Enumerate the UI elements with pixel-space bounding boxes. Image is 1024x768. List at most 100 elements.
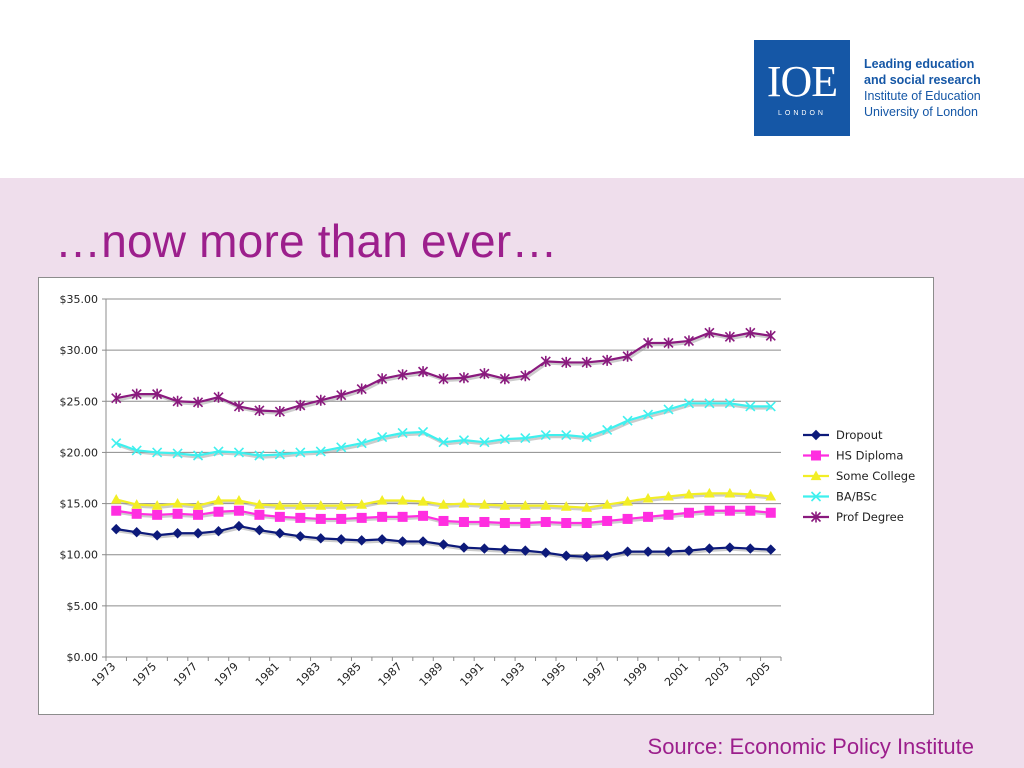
data-point-dropout — [479, 543, 490, 554]
data-point-prof-degree — [520, 370, 531, 382]
data-point-some-college — [438, 499, 449, 509]
data-point-hs-diploma — [622, 513, 633, 524]
data-point-ba-bsc — [458, 435, 470, 446]
x-tick-label: 1979 — [212, 660, 241, 689]
data-point-prof-degree — [704, 327, 715, 339]
data-point-prof-degree — [663, 337, 674, 349]
logo-subtitle: LONDON — [778, 109, 826, 117]
data-point-ba-bsc — [274, 449, 285, 460]
data-point-dropout — [172, 528, 183, 539]
logo-text: Leading education and social research In… — [864, 40, 981, 136]
data-point-prof-degree — [540, 355, 551, 367]
data-point-dropout — [683, 545, 695, 556]
x-tick-label: 1975 — [130, 660, 159, 689]
data-point-prof-degree — [458, 372, 470, 384]
y-tick-label: $25.00 — [60, 395, 99, 408]
data-point-dropout — [111, 523, 122, 535]
data-point-some-college — [601, 499, 613, 509]
data-point-hs-diploma — [131, 508, 142, 519]
data-point-prof-degree — [397, 369, 408, 381]
data-point-prof-degree — [152, 388, 163, 400]
data-point-ba-bsc — [765, 401, 776, 412]
data-point-ba-bsc — [745, 401, 756, 412]
legend-label-dropout: Dropout — [836, 428, 883, 442]
data-point-ba-bsc — [315, 446, 326, 457]
data-point-dropout — [581, 551, 592, 562]
ioe-logo: IOE LONDON Leading education and social … — [754, 40, 984, 136]
data-point-hs-diploma — [602, 515, 613, 526]
legend-marker-prof-degree — [810, 511, 822, 523]
logo-tagline-line1: Leading education — [864, 57, 975, 71]
data-point-ba-bsc — [192, 450, 204, 461]
data-point-prof-degree — [479, 368, 490, 380]
data-point-prof-degree — [765, 330, 776, 342]
data-point-hs-diploma — [561, 518, 572, 529]
data-point-hs-diploma — [683, 507, 694, 518]
data-point-dropout — [151, 530, 163, 541]
data-point-some-college — [581, 502, 593, 512]
data-point-ba-bsc — [356, 438, 367, 449]
x-tick-label: 2003 — [703, 660, 732, 689]
x-tick-label: 1977 — [171, 660, 200, 689]
data-point-dropout — [663, 546, 674, 557]
data-point-ba-bsc — [254, 450, 265, 461]
data-point-ba-bsc — [663, 404, 674, 415]
data-point-hs-diploma — [479, 516, 490, 527]
chart-container: $0.00 $5.00 $10.00 $15.00 $20.00 $25.00 $30.00… — [38, 277, 934, 715]
data-point-ba-bsc — [213, 446, 224, 457]
legend-label-some-college: Some College — [836, 469, 915, 483]
data-point-hs-diploma — [356, 512, 367, 523]
data-point-some-college — [376, 494, 388, 505]
data-point-dropout — [417, 536, 429, 547]
data-point-some-college — [233, 494, 245, 505]
y-tick-label: $0.00 — [67, 651, 99, 664]
data-point-dropout — [458, 542, 470, 553]
data-point-dropout — [397, 536, 408, 547]
data-point-some-college — [642, 492, 654, 503]
data-point-prof-degree — [417, 366, 429, 378]
data-point-ba-bsc — [131, 445, 142, 456]
x-tick-label: 1993 — [498, 660, 527, 689]
data-point-ba-bsc — [602, 424, 613, 435]
data-point-dropout — [274, 528, 286, 539]
data-point-ba-bsc — [172, 448, 183, 459]
data-point-dropout — [192, 528, 204, 539]
data-point-some-college — [663, 490, 674, 501]
data-point-prof-degree — [642, 337, 654, 349]
data-point-hs-diploma — [724, 505, 735, 516]
data-point-dropout — [499, 544, 511, 555]
data-point-some-college — [724, 487, 736, 498]
data-point-hs-diploma — [295, 512, 306, 523]
data-point-prof-degree — [295, 399, 306, 411]
data-point-hs-diploma — [274, 511, 285, 522]
data-point-dropout — [520, 545, 531, 556]
legend-label-ba-bsc: BA/BSc — [836, 490, 877, 504]
data-point-some-college — [683, 488, 695, 499]
data-point-dropout — [704, 543, 715, 554]
y-tick-label: $35.00 — [60, 293, 99, 306]
data-point-hs-diploma — [520, 518, 531, 529]
data-point-hs-diploma — [438, 515, 449, 526]
x-tick-label: 1987 — [376, 660, 405, 689]
data-point-some-college — [274, 500, 286, 510]
ioe-logo-mark: IOE LONDON — [754, 40, 850, 136]
data-point-hs-diploma — [193, 509, 204, 520]
legend-label-hs-diploma: HS Diploma — [836, 449, 903, 463]
data-point-prof-degree — [233, 400, 245, 412]
data-point-some-college — [560, 501, 572, 511]
logo-org-line1: Institute of Education — [864, 89, 981, 103]
data-point-prof-degree — [172, 395, 183, 407]
data-point-ba-bsc — [520, 433, 531, 444]
data-point-hs-diploma — [745, 505, 756, 516]
data-point-dropout — [315, 533, 326, 544]
data-point-some-college — [172, 498, 183, 508]
source-caption: Source: Economic Policy Institute — [647, 734, 974, 759]
data-point-prof-degree — [131, 388, 142, 400]
y-tick-label: $5.00 — [67, 600, 99, 613]
data-point-some-college — [417, 495, 429, 506]
logo-org-line2: University of London — [864, 105, 978, 119]
data-point-hs-diploma — [233, 505, 244, 516]
data-point-hs-diploma — [765, 507, 776, 518]
data-point-ba-bsc — [417, 426, 429, 438]
data-point-some-college — [294, 500, 306, 510]
